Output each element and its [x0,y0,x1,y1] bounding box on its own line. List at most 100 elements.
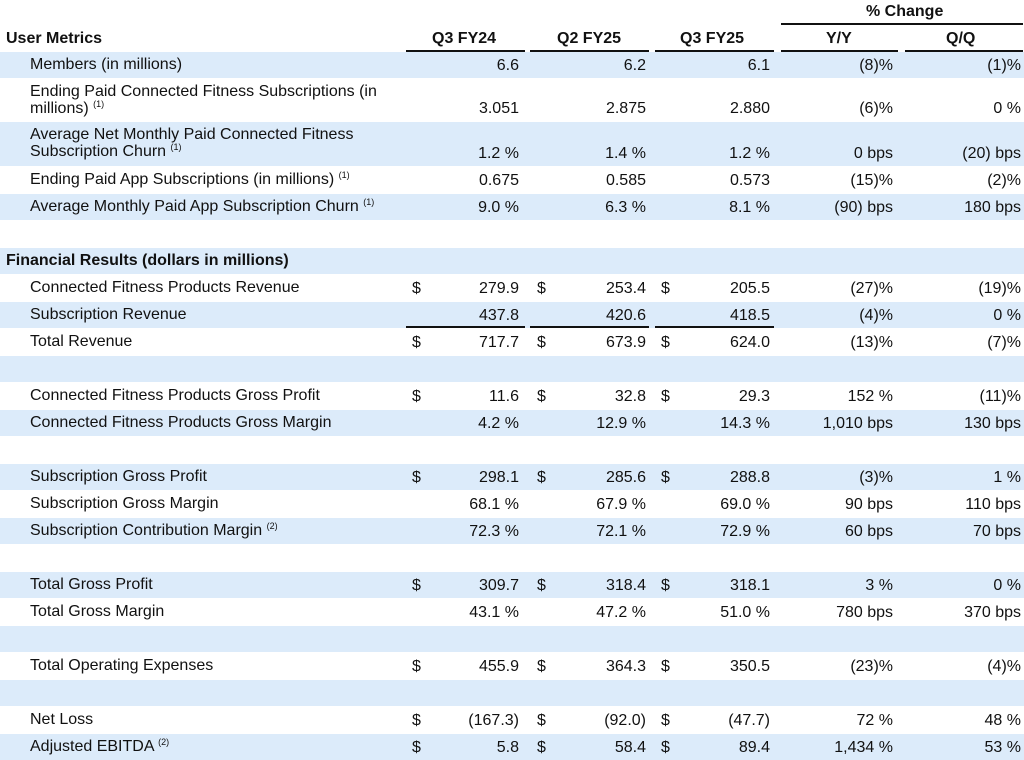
value-cell: 4.2 % [478,415,519,432]
yy-change-cell: 90 bps [844,496,893,513]
row-subscription-contribution-margin: Subscription Contribution Margin (2) 72.3… [0,518,1024,544]
qq-change-cell: 0 % [993,100,1021,117]
row-label-line: Subscription Gross Margin [30,495,219,512]
yy-change-cell: (3)% [859,469,893,486]
spacer-row [0,680,1024,706]
value-cell: (47.7) [728,712,770,729]
row-ending-paid-app-subs: Ending Paid App Subscriptions (in millio… [0,167,1024,193]
value-cell: 420.6 [605,307,646,324]
row-net-loss: Net Loss $ (167.3) $ (92.0) $ (47.7) 72 % 48 % [0,707,1024,733]
row-members: Members (in millions) 6.6 6.2 6.1 (8)% (1)% [0,52,1024,78]
value-cell: 89.4 [738,739,770,756]
row-avg-cf-churn: Average Net Monthly Paid Connected Fitne… [0,122,1024,166]
value-cell: 717.7 [478,334,519,351]
value-cell: 6.2 [623,57,646,74]
yy-change-cell: (8)% [859,57,893,74]
footnote-marker: (1) [170,142,182,152]
spacer-row [0,626,1024,652]
subtotal-rule [406,326,525,328]
yy-change-cell: (90) bps [834,199,893,216]
qq-change-cell: 130 bps [964,415,1021,432]
row-cf-products-gross-profit: Connected Fitness Products Gross Profit $… [0,383,1024,409]
dollar-sign: $ [537,739,546,756]
dollar-sign: $ [661,469,670,486]
yy-change-cell: 1,434 % [834,739,893,756]
dollar-sign: $ [537,577,546,594]
dollar-sign: $ [537,388,546,405]
spacer-row [0,545,1024,571]
value-cell: 3.051 [478,100,519,117]
header-rule-yy [781,50,898,52]
row-label: Ending Paid App Subscriptions (in millio… [30,171,350,189]
row-total-gross-margin: Total Gross Margin 43.1 % 47.2 % 51.0 % 780 … [0,599,1024,625]
dollar-sign: $ [412,388,421,405]
yy-change-cell: 780 bps [836,604,893,621]
dollar-sign: $ [661,280,670,297]
qq-change-cell: (19)% [978,280,1021,297]
row-label-line: millions) [30,100,89,117]
financial-results-heading: Financial Results (dollars in millions) [6,252,289,269]
row-ending-paid-cf-subs: Ending Paid Connected Fitness Subscripti… [0,79,1024,121]
value-cell: 2.875 [605,100,646,117]
yy-change-cell: 60 bps [844,523,893,540]
value-cell: 6.3 % [605,199,646,216]
value-cell: 418.5 [729,307,770,324]
spacer-row [0,437,1024,463]
qq-change-cell: (11)% [979,388,1022,405]
value-cell: 43.1 % [469,604,519,621]
dollar-sign: $ [661,388,670,405]
dollar-sign: $ [537,712,546,729]
yy-change-cell: 3 % [865,577,893,594]
value-cell: 0.573 [729,172,770,189]
value-cell: 455.9 [478,658,519,675]
yy-change-cell: (27)% [850,280,893,297]
value-cell: 47.2 % [596,604,646,621]
value-cell: 205.5 [729,280,770,297]
yy-change-cell: (4)% [859,307,893,324]
value-cell: 350.5 [729,658,770,675]
financial-results-row: Financial Results (dollars in millions) [0,248,1024,274]
value-cell: 624.0 [729,334,770,351]
value-cell: 1.4 % [605,145,646,162]
header-rule-q3fy25 [655,50,774,52]
value-cell: 309.7 [478,577,519,594]
dollar-sign: $ [412,739,421,756]
value-cell: 9.0 % [478,199,519,216]
value-cell: 12.9 % [596,415,646,432]
row-label: Total Gross Profit [30,576,153,594]
value-cell: 67.9 % [596,496,646,513]
footnote-marker: (1) [93,99,105,109]
value-cell: 72.3 % [469,523,519,540]
qq-change-cell: 48 % [984,712,1021,729]
row-label-line: Subscription Revenue [30,306,187,323]
footnote-marker: (2) [158,737,170,747]
value-cell: 318.4 [605,577,646,594]
value-cell: 298.1 [478,469,519,486]
dollar-sign: $ [412,334,421,351]
dollar-sign: $ [412,280,421,297]
dollar-sign: $ [661,334,670,351]
value-cell: 72.9 % [720,523,770,540]
row-label: Subscription Contribution Margin (2) [30,522,278,540]
yy-change-cell: (15)% [850,172,893,189]
row-label-line: Net Loss [30,711,94,728]
value-cell: 6.1 [747,57,770,74]
row-total-revenue: Total Revenue $717.7 $673.9 $624.0 (13)% (7)% [0,329,1024,355]
row-cf-products-gross-margin: Connected Fitness Products Gross Margin 4… [0,410,1024,436]
row-label-line: Subscription Churn [30,143,167,160]
row-subscription-gross-margin: Subscription Gross Margin 68.1 % 67.9 % 69.… [0,491,1024,517]
row-label-line: Connected Fitness Products Gross Profit [30,387,320,404]
row-label-line: Total Revenue [30,333,133,350]
yy-change-cell: (6)% [859,100,893,117]
row-label: Adjusted EBITDA (2) [30,738,169,756]
row-avg-app-churn: Average Monthly Paid App Subscription Ch… [0,194,1024,220]
row-total-operating-expenses: Total Operating Expenses $455.9 $364.3 $350… [0,653,1024,679]
qq-change-cell: (20) bps [962,145,1021,162]
col-header-qq: Q/Q [946,30,976,47]
qq-change-cell: 370 bps [964,604,1021,621]
value-cell: 6.6 [496,57,519,74]
value-cell: 437.8 [478,307,519,324]
user-metrics-heading: User Metrics [6,30,103,47]
row-label-line: Ending Paid App Subscriptions (in millio… [30,171,335,188]
row-label: Members (in millions) [30,56,182,74]
